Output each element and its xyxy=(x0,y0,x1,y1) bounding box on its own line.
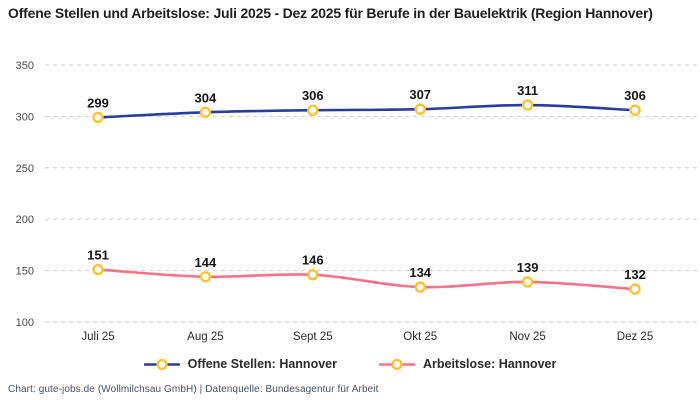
svg-text:307: 307 xyxy=(409,87,431,102)
chart-legend: Offene Stellen: Hannover Arbeitslose: Ha… xyxy=(0,357,700,371)
svg-text:146: 146 xyxy=(302,253,324,268)
chart-title: Offene Stellen und Arbeitslose: Juli 202… xyxy=(8,5,653,21)
legend-label-offene-stellen: Offene Stellen: Hannover xyxy=(187,357,337,371)
svg-text:350: 350 xyxy=(16,60,34,72)
svg-text:200: 200 xyxy=(16,214,34,226)
svg-text:300: 300 xyxy=(16,111,34,123)
svg-text:Sept 25: Sept 25 xyxy=(293,331,333,343)
svg-text:144: 144 xyxy=(195,255,217,270)
svg-text:132: 132 xyxy=(624,267,646,282)
svg-text:306: 306 xyxy=(302,88,324,103)
arbeitslose-line-marker-icon xyxy=(378,358,415,370)
svg-text:306: 306 xyxy=(624,88,646,103)
legend-item-offene-stellen: Offene Stellen: Hannover xyxy=(143,357,337,371)
svg-text:139: 139 xyxy=(517,260,539,275)
svg-text:134: 134 xyxy=(409,265,431,280)
legend-label-arbeitslose: Arbeitslose: Hannover xyxy=(422,357,557,371)
svg-text:Okt 25: Okt 25 xyxy=(403,331,437,343)
svg-text:150: 150 xyxy=(16,266,34,278)
svg-text:299: 299 xyxy=(87,95,109,110)
svg-text:250: 250 xyxy=(16,163,34,175)
svg-text:Dez 25: Dez 25 xyxy=(617,331,653,343)
svg-text:Aug 25: Aug 25 xyxy=(187,331,223,343)
offene-stellen-line-marker-icon xyxy=(143,358,180,370)
chart-attribution-footer: Chart: gute-jobs.de (Wollmilchsau GmbH) … xyxy=(8,384,379,395)
svg-text:Juli 25: Juli 25 xyxy=(81,331,114,343)
svg-text:Nov 25: Nov 25 xyxy=(509,331,545,343)
svg-text:151: 151 xyxy=(87,248,109,263)
line-chart-plot-area: 100 150 200 250 300 350 Juli 25 Aug 25 Sept 25 Ok… xyxy=(16,60,697,343)
svg-text:100: 100 xyxy=(16,317,34,329)
svg-text:304: 304 xyxy=(195,90,217,105)
svg-text:311: 311 xyxy=(517,83,538,98)
legend-item-arbeitslose: Arbeitslose: Hannover xyxy=(378,357,557,371)
